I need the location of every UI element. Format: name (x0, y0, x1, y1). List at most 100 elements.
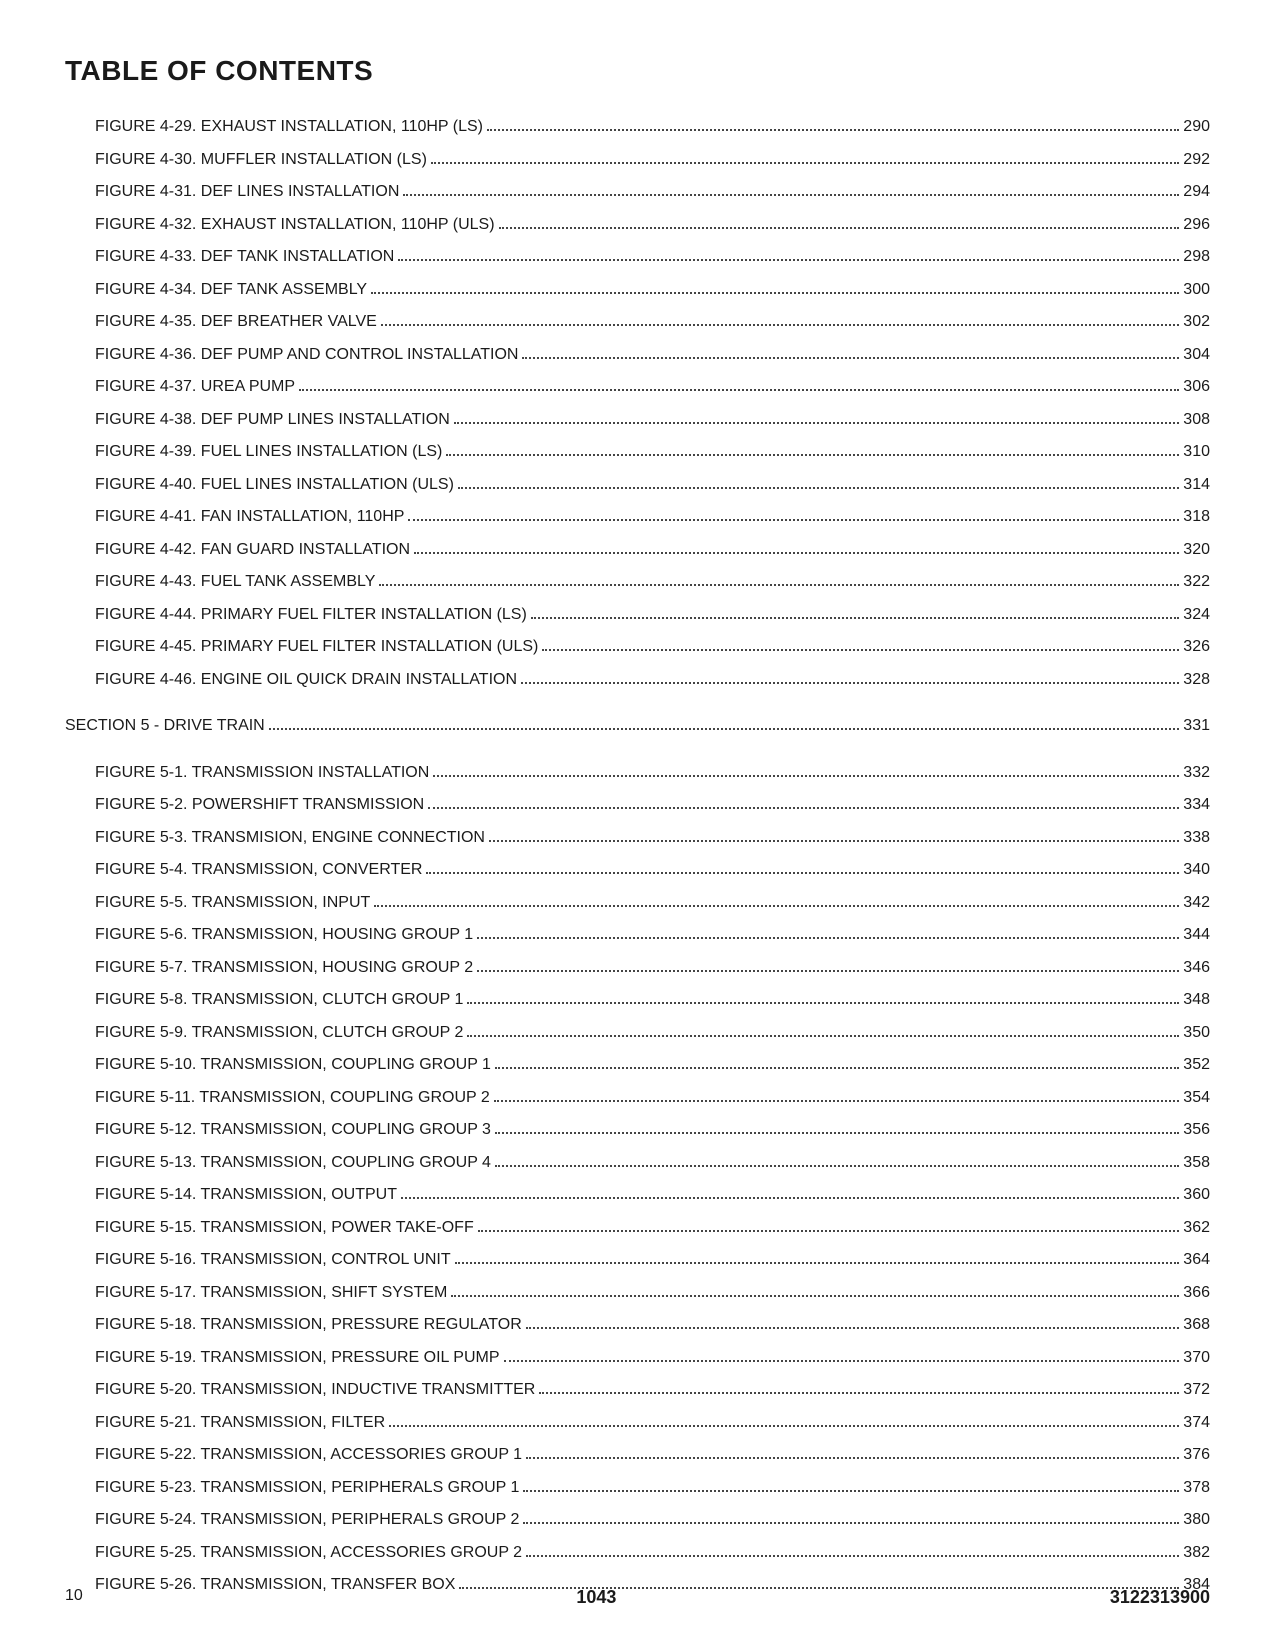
page-footer: 10 1043 3122313900 (65, 1587, 1210, 1608)
toc-leader (299, 389, 1179, 391)
toc-leader (487, 129, 1179, 131)
toc-entry-label: FIGURE 4-36. DEF PUMP AND CONTROL INSTAL… (95, 343, 518, 367)
toc-entry: FIGURE 4-31. DEF LINES INSTALLATION 294 (65, 180, 1210, 204)
toc-entry-label: FIGURE 4-38. DEF PUMP LINES INSTALLATION (95, 408, 450, 432)
toc-leader (433, 775, 1179, 777)
footer-right-part-number: 3122313900 (1110, 1587, 1210, 1608)
toc-entry-page: 292 (1183, 148, 1210, 172)
toc-entry: FIGURE 5-11. TRANSMISSION, COUPLING GROU… (65, 1086, 1210, 1110)
toc-entry-label: FIGURE 4-39. FUEL LINES INSTALLATION (LS… (95, 440, 442, 464)
toc-entry-label: FIGURE 5-9. TRANSMISSION, CLUTCH GROUP 2 (95, 1021, 463, 1045)
toc-entry: FIGURE 5-16. TRANSMISSION, CONTROL UNIT 3… (65, 1248, 1210, 1272)
toc-entry: FIGURE 5-22. TRANSMISSION, ACCESSORIES G… (65, 1443, 1210, 1467)
toc-leader (428, 807, 1179, 809)
toc-entry-page: 318 (1183, 505, 1210, 529)
toc-entry-page: 320 (1183, 538, 1210, 562)
toc-leader (398, 259, 1179, 261)
toc-entry-label: FIGURE 4-29. EXHAUST INSTALLATION, 110HP… (95, 115, 483, 139)
toc-entry: FIGURE 4-35. DEF BREATHER VALVE302 (65, 310, 1210, 334)
toc-entry-page: 356 (1183, 1118, 1210, 1142)
toc-entry-page: 358 (1183, 1151, 1210, 1175)
toc-entry-label: FIGURE 5-16. TRANSMISSION, CONTROL UNIT (95, 1248, 451, 1272)
toc-leader (495, 1067, 1179, 1069)
toc-entry-page: 328 (1183, 668, 1210, 692)
toc-entry: FIGURE 4-45. PRIMARY FUEL FILTER INSTALL… (65, 635, 1210, 659)
toc-gap (65, 747, 1210, 761)
toc-leader (495, 1165, 1179, 1167)
toc-entry-label: FIGURE 5-25. TRANSMISSION, ACCESSORIES G… (95, 1541, 522, 1565)
toc-entry-label: FIGURE 4-41. FAN INSTALLATION, 110HP (95, 505, 404, 529)
toc-entry: FIGURE 4-36. DEF PUMP AND CONTROL INSTAL… (65, 343, 1210, 367)
toc-entry: FIGURE 5-5. TRANSMISSION, INPUT342 (65, 891, 1210, 915)
toc-entry-page: 344 (1183, 923, 1210, 947)
toc-entry-page: 348 (1183, 988, 1210, 1012)
toc-entry: FIGURE 5-10. TRANSMISSION, COUPLING GROU… (65, 1053, 1210, 1077)
toc-entry-page: 364 (1183, 1248, 1210, 1272)
toc-leader (526, 1327, 1180, 1329)
toc-entry-page: 378 (1183, 1476, 1210, 1500)
toc-leader (381, 324, 1179, 326)
toc-entry-label: FIGURE 5-19. TRANSMISSION, PRESSURE OIL … (95, 1346, 500, 1370)
toc-entry-label: FIGURE 5-4. TRANSMISSION, CONVERTER (95, 858, 422, 882)
toc-entry: FIGURE 5-25. TRANSMISSION, ACCESSORIES G… (65, 1541, 1210, 1565)
toc-entry: SECTION 5 - DRIVE TRAIN 331 (65, 714, 1210, 738)
toc-leader (431, 162, 1179, 164)
toc-leader (542, 649, 1179, 651)
toc-leader (379, 584, 1179, 586)
toc-entry-page: 350 (1183, 1021, 1210, 1045)
table-of-contents: FIGURE 4-29. EXHAUST INSTALLATION, 110HP… (65, 115, 1210, 1597)
toc-leader (446, 454, 1179, 456)
toc-entry-label: FIGURE 5-22. TRANSMISSION, ACCESSORIES G… (95, 1443, 522, 1467)
toc-leader (539, 1392, 1179, 1394)
toc-leader (467, 1002, 1179, 1004)
toc-entry-label: FIGURE 5-12. TRANSMISSION, COUPLING GROU… (95, 1118, 491, 1142)
toc-entry-label: FIGURE 5-14. TRANSMISSION, OUTPUT (95, 1183, 397, 1207)
toc-entry-label: FIGURE 4-37. UREA PUMP (95, 375, 295, 399)
toc-entry-label: FIGURE 4-31. DEF LINES INSTALLATION (95, 180, 399, 204)
toc-leader (371, 292, 1179, 294)
toc-leader (458, 487, 1179, 489)
toc-leader (489, 840, 1179, 842)
toc-entry: FIGURE 4-43. FUEL TANK ASSEMBLY322 (65, 570, 1210, 594)
toc-entry-label: FIGURE 4-40. FUEL LINES INSTALLATION (UL… (95, 473, 454, 497)
toc-leader (454, 422, 1180, 424)
toc-entry: FIGURE 4-37. UREA PUMP 306 (65, 375, 1210, 399)
toc-entry-label: FIGURE 5-20. TRANSMISSION, INDUCTIVE TRA… (95, 1378, 535, 1402)
toc-entry-label: FIGURE 5-11. TRANSMISSION, COUPLING GROU… (95, 1086, 490, 1110)
toc-leader (269, 728, 1180, 730)
toc-entry-page: 366 (1183, 1281, 1210, 1305)
toc-entry: FIGURE 4-34. DEF TANK ASSEMBLY300 (65, 278, 1210, 302)
toc-entry-label: FIGURE 4-33. DEF TANK INSTALLATION (95, 245, 394, 269)
toc-entry-page: 310 (1183, 440, 1210, 464)
toc-leader (426, 872, 1179, 874)
toc-entry-label: FIGURE 4-32. EXHAUST INSTALLATION, 110HP… (95, 213, 495, 237)
toc-entry-page: 340 (1183, 858, 1210, 882)
toc-entry-page: 334 (1183, 793, 1210, 817)
toc-entry-page: 306 (1183, 375, 1210, 399)
toc-entry-page: 380 (1183, 1508, 1210, 1532)
toc-entry-label: FIGURE 4-30. MUFFLER INSTALLATION (LS) (95, 148, 427, 172)
toc-entry-label: FIGURE 4-34. DEF TANK ASSEMBLY (95, 278, 367, 302)
toc-entry-page: 296 (1183, 213, 1210, 237)
toc-entry-label: SECTION 5 - DRIVE TRAIN (65, 714, 265, 738)
toc-gap (65, 700, 1210, 714)
toc-entry-page: 354 (1183, 1086, 1210, 1110)
toc-entry-label: FIGURE 4-35. DEF BREATHER VALVE (95, 310, 377, 334)
toc-leader (531, 617, 1180, 619)
toc-entry-page: 338 (1183, 826, 1210, 850)
toc-entry-page: 331 (1183, 714, 1210, 738)
toc-entry: FIGURE 4-39. FUEL LINES INSTALLATION (LS… (65, 440, 1210, 464)
toc-leader (522, 357, 1179, 359)
toc-entry: FIGURE 4-41. FAN INSTALLATION, 110HP 318 (65, 505, 1210, 529)
toc-entry-page: 314 (1183, 473, 1210, 497)
toc-leader (523, 1490, 1179, 1492)
toc-leader (495, 1132, 1179, 1134)
toc-entry-label: FIGURE 5-13. TRANSMISSION, COUPLING GROU… (95, 1151, 491, 1175)
toc-entry: FIGURE 5-2. POWERSHIFT TRANSMISSION334 (65, 793, 1210, 817)
toc-entry: FIGURE 5-19. TRANSMISSION, PRESSURE OIL … (65, 1346, 1210, 1370)
toc-leader (374, 905, 1179, 907)
toc-entry-page: 294 (1183, 180, 1210, 204)
toc-leader (499, 227, 1180, 229)
toc-leader (478, 1230, 1180, 1232)
toc-leader (526, 1457, 1179, 1459)
